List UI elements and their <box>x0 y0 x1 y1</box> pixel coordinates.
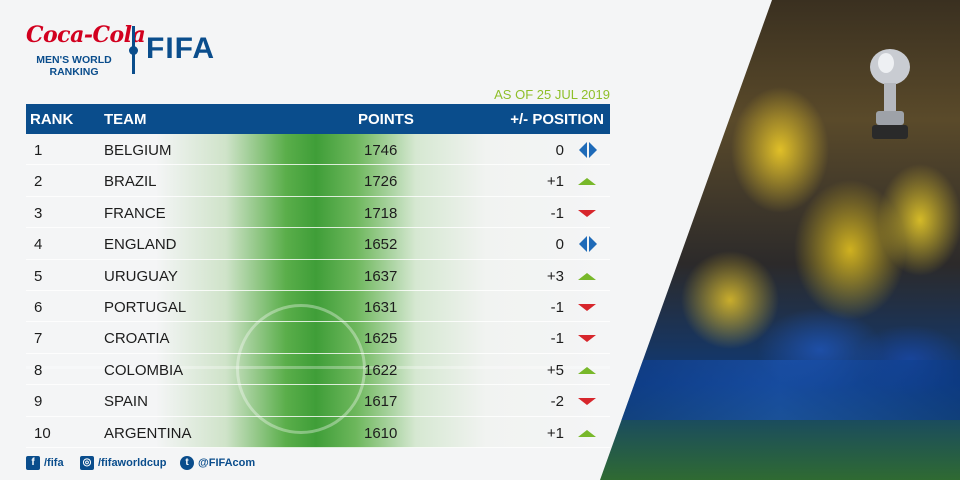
table-row: 1 BELGIUM 1746 0 <box>26 134 610 166</box>
rank-cell: 4 <box>34 236 43 254</box>
points-cell: 1726 <box>364 173 398 191</box>
table-row: 2 BRAZIL 1726 +1 <box>26 165 610 197</box>
instagram-icon: ◎ <box>80 456 94 470</box>
social-instagram[interactable]: ◎ /fifaworldcup <box>80 456 166 470</box>
team-cell: SPAIN <box>104 393 148 411</box>
trophy-icon <box>870 49 910 139</box>
header-team: TEAM <box>104 111 147 128</box>
team-cell: CROATIA <box>104 330 170 348</box>
arrow-up-icon <box>578 272 596 280</box>
arrow-up-icon <box>578 366 596 374</box>
team-celebration-photo <box>600 0 960 480</box>
arrow-down-icon <box>578 209 596 217</box>
table-body: 1 BELGIUM 1746 0 2 BRAZIL 1726 +1 3 FRANCE 1718 -1 4… <box>26 134 610 448</box>
team-cell: COLOMBIA <box>104 361 184 379</box>
logo-divider <box>129 26 138 74</box>
table-header: RANK TEAM POINTS +/- POSITION <box>26 104 610 134</box>
ranking-subtitle: MEN'S WORLD RANKING <box>26 54 122 78</box>
change-cell: +1 <box>546 424 564 442</box>
arrow-up-icon <box>578 429 596 437</box>
change-cell: 0 <box>555 236 564 254</box>
header-rank: RANK <box>30 111 74 128</box>
coca-cola-logo: Coca-Cola <box>26 22 146 48</box>
change-cell: -2 <box>550 393 564 411</box>
points-cell: 1746 <box>364 142 398 159</box>
change-cell: -1 <box>550 330 564 348</box>
table-row: 7 CROATIA 1625 -1 <box>26 322 610 354</box>
team-cell: BRAZIL <box>104 173 157 191</box>
rank-cell: 3 <box>34 204 43 222</box>
rank-cell: 7 <box>34 330 43 348</box>
points-cell: 1637 <box>364 267 398 285</box>
rank-cell: 8 <box>34 361 43 379</box>
team-cell: BELGIUM <box>104 142 172 159</box>
table-row: 5 URUGUAY 1637 +3 <box>26 260 610 291</box>
points-cell: 1617 <box>364 393 398 411</box>
social-twitter[interactable]: t @FIFAcom <box>180 456 255 470</box>
header-position: +/- POSITION <box>510 111 604 128</box>
facebook-icon: f <box>26 456 40 470</box>
ranking-table: RANK TEAM POINTS +/- POSITION 1 BELGIUM 17… <box>26 104 610 450</box>
team-cell: FRANCE <box>104 204 166 222</box>
pitch-circle-decoration <box>236 304 366 434</box>
change-cell: +5 <box>546 361 564 379</box>
table-row: 3 FRANCE 1718 -1 <box>26 197 610 229</box>
points-cell: 1610 <box>364 424 398 442</box>
table-row: 9 SPAIN 1617 -2 <box>26 385 610 417</box>
no-change-icon <box>579 236 597 253</box>
points-cell: 1622 <box>364 361 398 379</box>
twitter-icon: t <box>180 456 194 470</box>
rank-cell: 9 <box>34 393 43 411</box>
rank-cell: 10 <box>34 424 51 442</box>
change-cell: +3 <box>546 267 564 285</box>
ranking-subtitle-line2: RANKING <box>49 66 99 78</box>
team-cell: ARGENTINA <box>104 424 192 442</box>
arrow-up-icon <box>578 178 596 186</box>
header-points: POINTS <box>358 111 414 128</box>
arrow-down-icon <box>578 335 596 343</box>
rank-cell: 6 <box>34 299 43 316</box>
table-row: 6 PORTUGAL 1631 -1 <box>26 291 610 323</box>
change-cell: -1 <box>550 204 564 222</box>
points-cell: 1625 <box>364 330 398 348</box>
photo-banner <box>600 360 960 420</box>
arrow-down-icon <box>578 304 596 311</box>
social-facebook[interactable]: f/fifa <box>26 456 64 470</box>
table-row: 10 ARGENTINA 1610 +1 <box>26 417 610 448</box>
table-row: 4 ENGLAND 1652 0 <box>26 228 610 260</box>
no-change-icon <box>579 142 597 158</box>
team-cell: ENGLAND <box>104 236 177 254</box>
team-cell: PORTUGAL <box>104 299 187 316</box>
rank-cell: 2 <box>34 173 43 191</box>
ranking-subtitle-line1: MEN'S WORLD <box>36 54 112 66</box>
arrow-down-icon <box>578 398 596 406</box>
change-cell: 0 <box>555 142 564 159</box>
facebook-handle: /fifa <box>44 457 64 469</box>
fifa-logo: FIFA <box>146 32 215 65</box>
as-of-date: AS OF 25 JUL 2019 <box>494 87 610 102</box>
points-cell: 1652 <box>364 236 398 254</box>
instagram-handle: /fifaworldcup <box>98 457 167 469</box>
rank-cell: 1 <box>34 142 43 159</box>
pitch-line-decoration <box>26 366 610 369</box>
rank-cell: 5 <box>34 267 43 285</box>
team-cell: URUGUAY <box>104 267 178 285</box>
twitter-handle: @FIFAcom <box>198 457 256 469</box>
table-row: 8 COLOMBIA 1622 +5 <box>26 354 610 386</box>
change-cell: -1 <box>550 299 564 316</box>
points-cell: 1718 <box>364 204 398 222</box>
points-cell: 1631 <box>364 299 398 316</box>
change-cell: +1 <box>546 173 564 191</box>
